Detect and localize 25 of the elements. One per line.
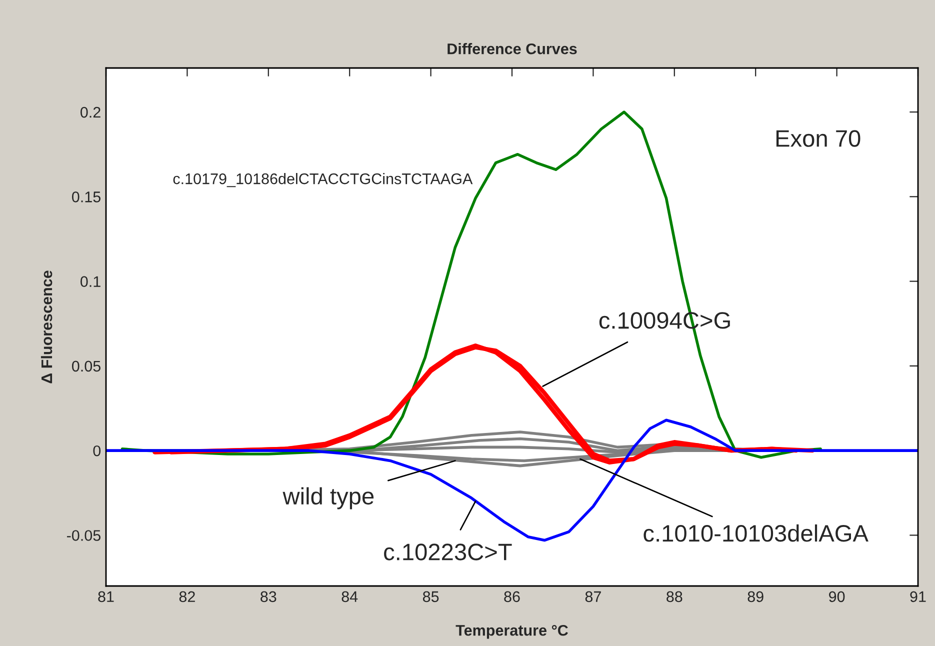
x-tick-label: 85 bbox=[422, 591, 439, 602]
chart-title: Difference Curves bbox=[448, 43, 577, 54]
x-tick-label: 91 bbox=[910, 591, 926, 602]
annotation: c.10179_10186delCTACCTGCinsTCTAAGA bbox=[173, 172, 473, 188]
x-tick-label: 90 bbox=[829, 591, 845, 602]
y-tick-label: 0 bbox=[93, 445, 101, 456]
annotation: Exon 70 bbox=[776, 130, 860, 147]
y-tick-label: 0.15 bbox=[72, 192, 100, 202]
y-tick-label: -0.05 bbox=[67, 530, 100, 541]
x-tick-label: 88 bbox=[666, 591, 682, 602]
x-tick-label: 82 bbox=[179, 591, 195, 602]
x-tick-label: 83 bbox=[260, 591, 276, 602]
x-axis-title: Temperature °C bbox=[456, 624, 568, 639]
x-tick-label: 86 bbox=[504, 591, 520, 602]
y-tick-label: 0.2 bbox=[80, 106, 100, 118]
x-tick-label: 89 bbox=[748, 591, 764, 602]
y-tick-label: 0.1 bbox=[80, 276, 100, 287]
annotation: wild type bbox=[282, 487, 374, 510]
y-tick-label: 0.05 bbox=[72, 360, 100, 372]
y-axis-title: Δ Fluorescence bbox=[40, 270, 52, 384]
x-tick-label: 84 bbox=[342, 591, 358, 602]
annotation: c.1010-10103delAGA bbox=[644, 524, 868, 542]
annotation: c.10223C>T bbox=[384, 544, 512, 560]
x-tick-label: 81 bbox=[98, 591, 114, 602]
x-tick-label: 87 bbox=[585, 591, 601, 602]
